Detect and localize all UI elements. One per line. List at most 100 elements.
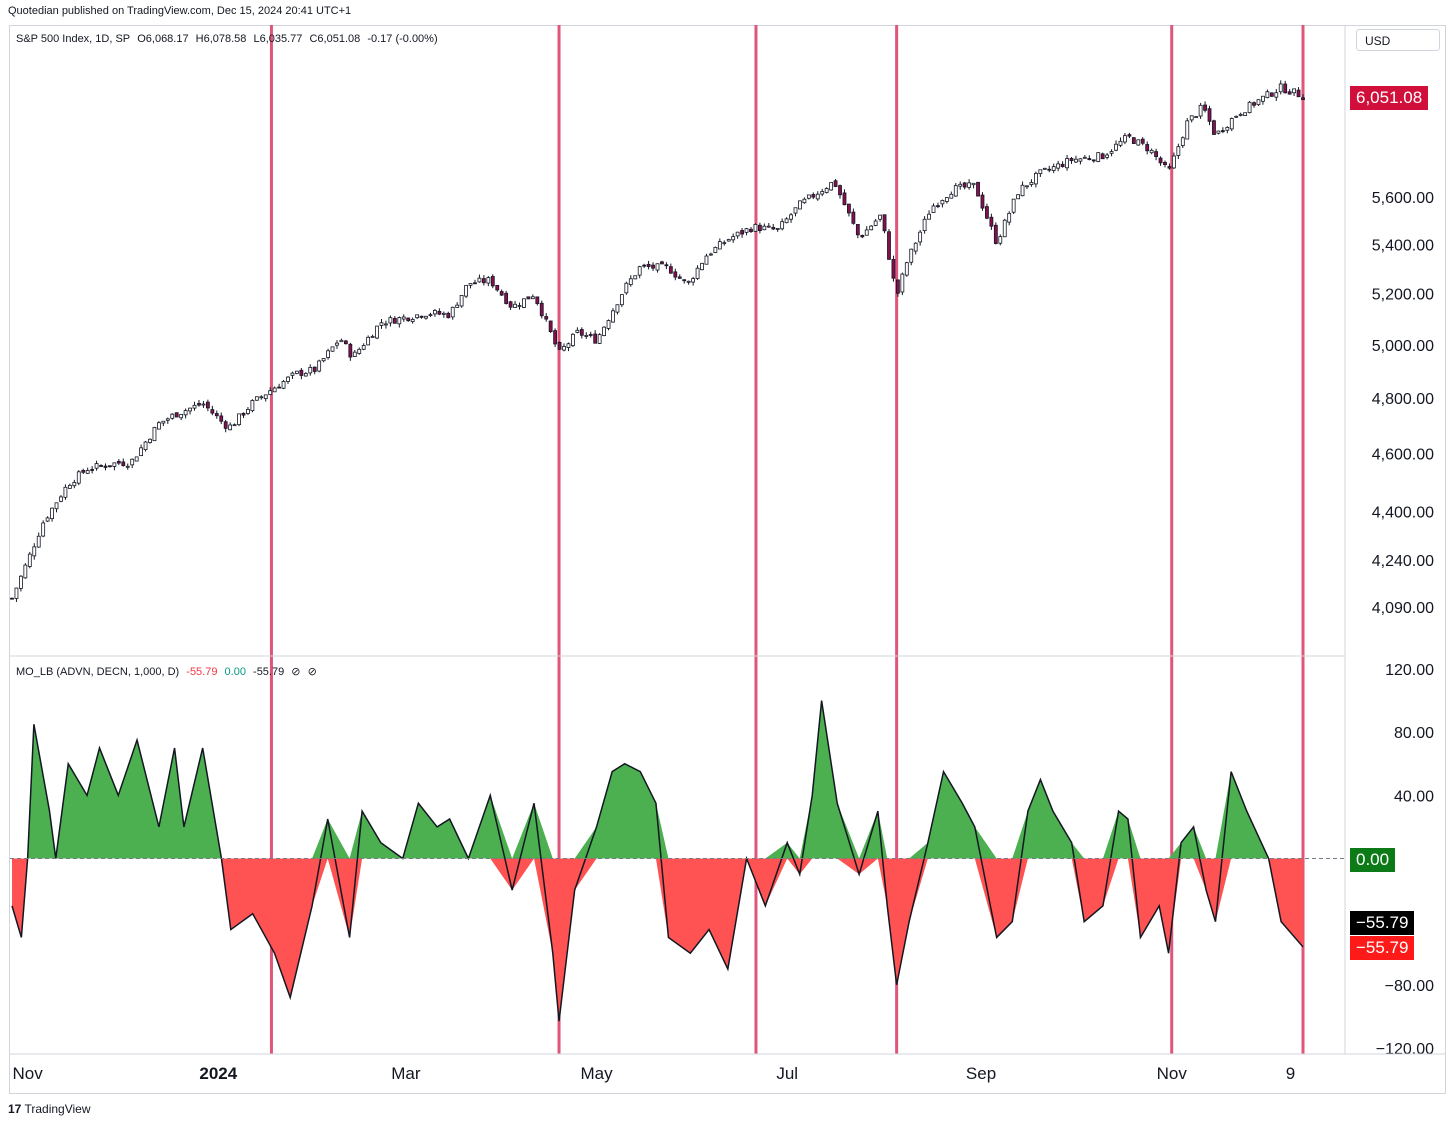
candle-body (54, 502, 59, 510)
candle-body (459, 295, 464, 307)
candle-body (174, 412, 179, 418)
oscillator-negative-area (12, 858, 1303, 1022)
change-value: -0.17 (-0.00%) (367, 33, 438, 45)
candle-body (967, 182, 972, 188)
candle-body (272, 387, 277, 393)
candle-body (611, 310, 615, 323)
candle-body (878, 214, 882, 220)
candle-body (864, 229, 869, 236)
candle-body (575, 329, 580, 333)
candle-body (1185, 120, 1190, 140)
candle-body (887, 231, 891, 260)
candle-body (330, 346, 335, 352)
price-axis-tick-label: 5,000.00 (1372, 338, 1434, 355)
indicator-value-tag-red: −55.79 (1350, 936, 1415, 960)
candle-body (312, 366, 317, 372)
candle-body (619, 294, 624, 306)
candle-body (446, 312, 451, 319)
candle-body (628, 278, 633, 286)
candle-body (566, 343, 571, 348)
candle-body (944, 197, 949, 202)
candle-body (326, 350, 330, 358)
candle-body (406, 317, 411, 322)
candle-body (682, 279, 687, 282)
candle-body (1060, 163, 1065, 167)
candle-body (713, 246, 718, 253)
candle-body (384, 323, 388, 326)
candle-body (895, 279, 900, 294)
candle-body (286, 376, 290, 382)
indicator-value-2: 0.00 (224, 666, 246, 678)
circle-icon[interactable]: ⊘ (307, 666, 317, 678)
candle-body (749, 228, 753, 232)
candle-body (499, 291, 504, 296)
candle-body (76, 471, 81, 484)
open-value: O6,068.17 (137, 33, 189, 45)
candle-body (588, 334, 593, 336)
zero-line-tag: 0.00 (1350, 848, 1396, 872)
candle-body (1105, 154, 1110, 158)
candle-body (259, 396, 264, 399)
candle-body (295, 370, 299, 374)
candle-body (548, 320, 553, 333)
candle-body (352, 351, 357, 357)
candle-body (976, 181, 980, 197)
candle-body (495, 284, 500, 291)
brand-name: TradingView (24, 1102, 91, 1116)
candle-body (192, 404, 197, 409)
candle-body (989, 216, 994, 227)
time-axis-tick-label: Mar (391, 1064, 421, 1083)
candle-body (971, 182, 976, 186)
candle-body (1203, 104, 1207, 111)
candle-body (1002, 219, 1007, 238)
candle-body (526, 296, 531, 300)
candle-body (522, 298, 526, 308)
price-axis-tick-label: 4,400.00 (1372, 505, 1434, 522)
candle-body (633, 275, 638, 280)
candle-body (882, 214, 887, 232)
candle-body (361, 345, 366, 350)
candle-body (579, 329, 584, 336)
candle-body (125, 465, 130, 468)
candle-body (597, 334, 602, 344)
candle-body (121, 461, 126, 467)
candle-body (433, 310, 437, 315)
candle-body (1274, 92, 1279, 98)
time-axis-tick-label: 2024 (199, 1064, 237, 1083)
candle-body (67, 484, 72, 489)
candle-body (815, 193, 820, 200)
candle-body (1243, 112, 1248, 116)
publisher-note: Quotedian published on TradingView.com, … (8, 5, 352, 17)
candle-body (571, 333, 575, 347)
candle-body (1247, 101, 1252, 114)
candle-body (1278, 83, 1283, 93)
candle-body (241, 412, 246, 416)
candle-body (847, 203, 851, 214)
chart-frame (9, 25, 1446, 1094)
candle-body (838, 185, 842, 196)
currency-selector[interactable]: USD (1356, 29, 1440, 51)
candle-body (1149, 149, 1154, 154)
candle-body (642, 264, 647, 267)
candle-body (401, 316, 406, 320)
candle-body (940, 200, 945, 205)
price-axis-tick-label: 4,090.00 (1372, 600, 1434, 617)
candle-body (441, 312, 446, 315)
candle-body (170, 413, 175, 419)
candle-body (936, 205, 940, 208)
candle-body (343, 340, 348, 345)
candle-body (179, 413, 184, 419)
candle-body (860, 234, 865, 238)
circle-icon[interactable]: ⊘ (291, 666, 301, 678)
candle-body (27, 553, 32, 567)
candle-body (1025, 185, 1029, 188)
candle-body (824, 188, 829, 193)
candle-body (246, 408, 250, 414)
candle-body (94, 463, 99, 469)
candle-body (490, 276, 495, 287)
candle-body (228, 424, 233, 431)
candle-body (299, 369, 304, 376)
candle-body (775, 228, 780, 230)
footer-brand: 17 TradingView (8, 1102, 91, 1116)
